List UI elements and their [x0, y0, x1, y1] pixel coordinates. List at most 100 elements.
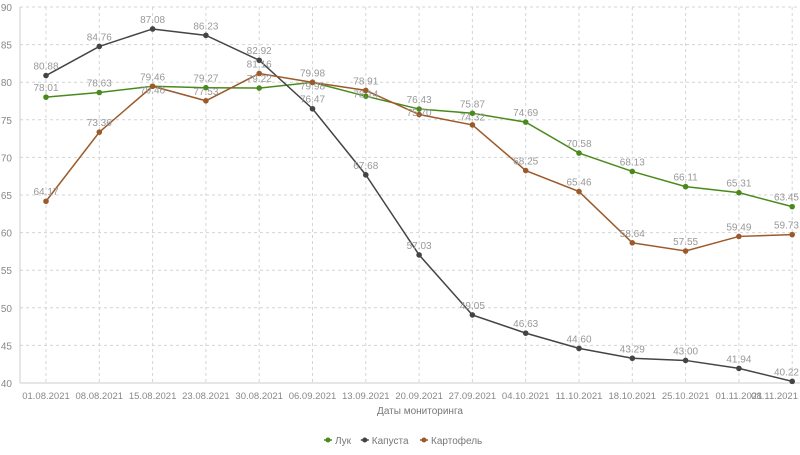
y-tick-label: 50	[1, 304, 13, 315]
x-tick-label: 04.10.2021	[502, 391, 550, 402]
data-point	[576, 150, 582, 156]
data-point	[363, 87, 369, 94]
x-tick-label: 08.11.2021	[751, 391, 798, 402]
y-tick-label: 45	[1, 341, 13, 352]
y-tick-label: 85	[1, 41, 13, 52]
data-point	[203, 97, 209, 104]
series-lines	[43, 26, 795, 385]
data-point	[149, 83, 156, 90]
data-label: 79.98	[300, 81, 325, 92]
x-tick-label: 01.11.2021	[715, 391, 762, 402]
data-label: 78.91	[353, 76, 378, 87]
data-label: 43.29	[620, 344, 645, 355]
data-label: 44.60	[566, 334, 591, 345]
data-label: 80.88	[33, 62, 58, 73]
data-label: 82.92	[247, 46, 272, 57]
data-label: 66.11	[673, 173, 698, 184]
data-label: 87.08	[140, 15, 165, 26]
y-tick-label: 65	[1, 191, 13, 202]
data-label: 78.14	[353, 89, 378, 100]
x-tick-label: 23.08.2021	[182, 391, 230, 402]
data-point	[43, 72, 49, 79]
data-point	[736, 233, 742, 240]
data-label: 74.69	[513, 108, 538, 119]
data-label: 73.36	[87, 118, 112, 129]
x-tick-label: 08.08.2021	[76, 391, 124, 402]
legend-label: Капуста	[372, 436, 409, 447]
y-axis-ticks: 40 45 50 55 60 65 70 75 80 85 90	[1, 3, 13, 390]
data-point	[789, 231, 795, 238]
data-point	[149, 26, 156, 32]
data-label: 76.43	[407, 95, 432, 106]
data-point	[576, 345, 582, 352]
data-point	[682, 357, 689, 364]
y-tick-label: 60	[1, 229, 13, 240]
data-label: 78.01	[33, 83, 58, 94]
data-label: 79.27	[193, 74, 218, 85]
data-point	[522, 167, 529, 174]
data-label: 81.16	[247, 59, 272, 70]
data-label: 63.45	[774, 193, 799, 204]
x-tick-label: 06.09.2021	[289, 391, 337, 402]
data-point	[309, 79, 316, 86]
x-tick-label: 25.10.2021	[662, 391, 710, 402]
data-point	[256, 85, 263, 91]
legend-marker	[421, 437, 427, 443]
data-label: 79.46	[140, 72, 165, 83]
data-label: 75.87	[460, 99, 485, 110]
data-label: 64.17	[33, 187, 58, 198]
data-point	[522, 119, 529, 125]
data-label: 78.63	[87, 79, 112, 90]
data-label: 65.46	[566, 178, 591, 189]
data-point	[736, 365, 742, 372]
legend-item: Лук	[324, 436, 352, 447]
data-label: 59.49	[726, 222, 751, 233]
data-point	[629, 240, 636, 246]
x-tick-label: 27.09.2021	[449, 391, 497, 402]
data-label: 59.73	[774, 221, 799, 232]
y-tick-label: 55	[1, 266, 13, 277]
data-point	[96, 89, 103, 96]
data-label: 57.55	[673, 237, 698, 248]
legend-label: Лук	[335, 436, 352, 447]
data-point	[96, 43, 103, 50]
data-point	[629, 168, 636, 175]
data-point	[203, 32, 209, 39]
y-tick-label: 90	[1, 3, 13, 14]
data-label: 65.31	[726, 179, 751, 190]
data-point	[469, 122, 476, 128]
data-label: 77.53	[193, 87, 218, 98]
data-label: 67.68	[353, 161, 378, 172]
legend-marker	[362, 437, 368, 443]
data-label: 76.47	[300, 95, 325, 106]
legend: Лук Капуста Картофель	[324, 435, 482, 447]
x-tick-label: 01.08.2021	[22, 391, 70, 402]
data-label: 49.05	[460, 301, 485, 312]
data-label: 46.63	[513, 319, 538, 330]
data-point	[256, 57, 263, 64]
x-axis-ticks: 01.08.2021 08.08.2021 15.08.2021 23.08.2021…	[22, 391, 798, 402]
data-point	[522, 330, 529, 336]
data-labels: 80.88 78.01 64.17 84.76 78.63 73.36 87.08 79.46…	[33, 15, 799, 378]
data-label: 70.58	[566, 139, 591, 150]
data-label: 84.76	[87, 32, 112, 43]
data-point	[576, 188, 582, 195]
data-label: 68.13	[620, 157, 645, 168]
legend-label: Картофель	[431, 435, 482, 447]
y-tick-label: 80	[1, 78, 13, 89]
data-point	[43, 94, 49, 100]
y-tick-label: 40	[1, 379, 13, 390]
legend-item: Картофель	[420, 435, 482, 447]
data-label: 68.25	[513, 157, 538, 168]
x-tick-label: 18.10.2021	[609, 391, 657, 402]
x-tick-label: 13.09.2021	[342, 391, 390, 402]
data-point	[43, 198, 49, 205]
data-label: 79.98	[300, 68, 325, 79]
data-point	[629, 355, 636, 362]
data-point	[789, 203, 795, 210]
x-tick-label: 11.10.2021	[556, 391, 603, 402]
data-point	[416, 111, 422, 118]
data-point	[736, 189, 742, 196]
data-label: 86.23	[193, 21, 218, 32]
